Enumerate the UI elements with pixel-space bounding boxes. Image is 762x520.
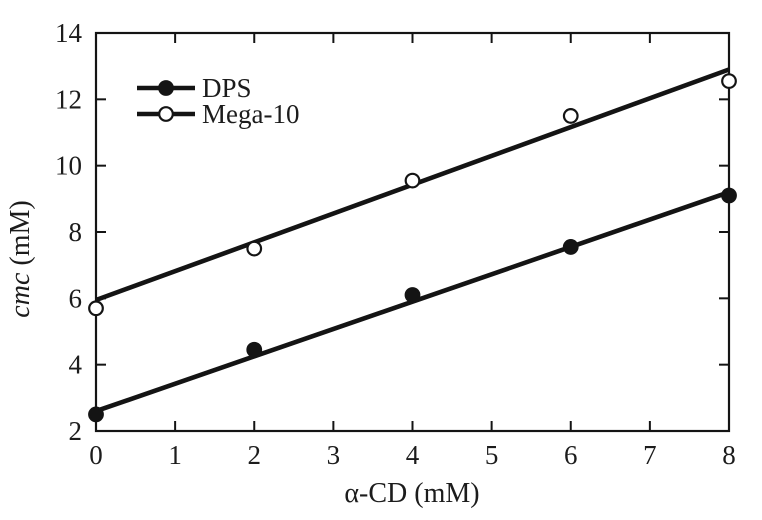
y-tick-label: 8 <box>69 217 83 247</box>
x-tick-label: 8 <box>722 440 736 470</box>
x-tick-label: 1 <box>168 440 182 470</box>
data-point-mega-10 <box>404 172 421 189</box>
legend-marker-open-circle <box>158 106 174 122</box>
y-axis-label-italic-part: cmc <box>5 272 36 318</box>
legend-label-mega10: Mega-10 <box>202 98 300 129</box>
y-tick-label: 6 <box>69 283 83 313</box>
x-tick-label: 6 <box>564 440 578 470</box>
data-point-dps <box>88 406 104 423</box>
legend-marker-filled-circle <box>158 80 174 96</box>
axes-frame <box>94 31 731 433</box>
x-tick-label: 4 <box>406 440 420 470</box>
x-axis-label: α-CD (mM) <box>344 478 480 509</box>
y-tick-label: 4 <box>69 350 83 380</box>
x-tick-label: 0 <box>89 440 103 470</box>
x-tick-label: 3 <box>327 440 341 470</box>
data-point-dps <box>721 187 737 204</box>
y-tick-label: 14 <box>55 18 83 48</box>
y-axis-label-unit-part: (mM) <box>5 200 36 273</box>
data-point-mega-10 <box>246 240 263 257</box>
legend-item-dps: DPS <box>136 72 299 103</box>
data-point-mega-10 <box>721 73 737 89</box>
data-point-dps <box>246 341 263 358</box>
y-tick-label: 12 <box>55 84 82 114</box>
data-point-dps <box>404 287 421 303</box>
data-point-dps <box>562 239 579 255</box>
data-point-mega-10 <box>88 300 104 317</box>
legend-swatch-open-circle <box>137 106 195 122</box>
legend-item-mega10: Mega-10 <box>136 98 300 129</box>
y-axis-label: cmc (mM) <box>5 200 36 318</box>
legend-swatch-filled-circle <box>137 80 195 96</box>
x-tick-label: 2 <box>248 440 262 470</box>
x-tick-label: 5 <box>485 440 499 470</box>
data-point-mega-10 <box>562 108 579 124</box>
legend-label-dps: DPS <box>202 72 252 103</box>
legend: DPS Mega-10 <box>136 72 300 129</box>
y-tick-label: 10 <box>55 151 82 181</box>
y-tick-label: 2 <box>69 416 83 446</box>
x-tick-label: 7 <box>643 440 657 470</box>
